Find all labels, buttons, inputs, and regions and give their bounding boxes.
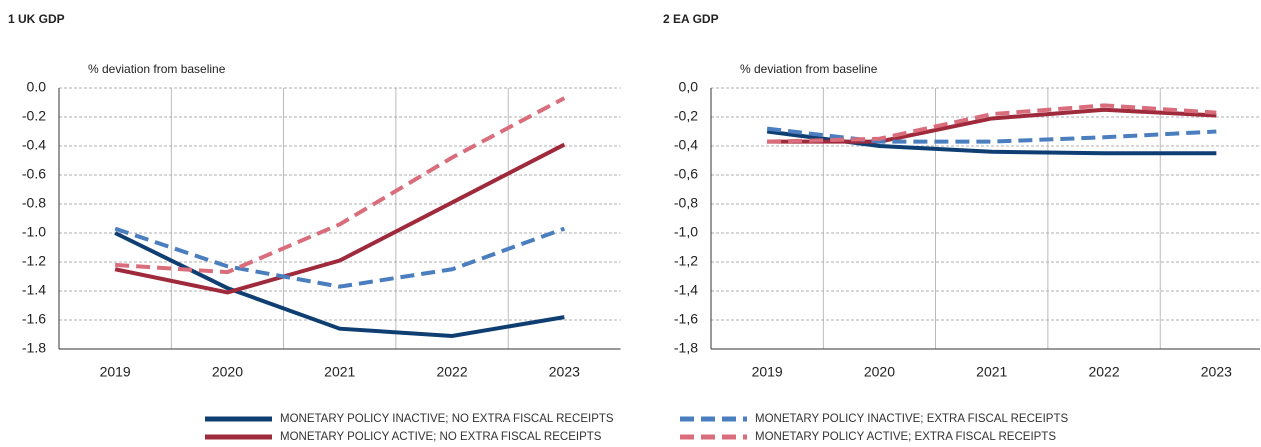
y-tick-label: -1,4 xyxy=(674,282,698,298)
legend-label: MONETARY POLICY INACTIVE; EXTRA FISCAL R… xyxy=(755,413,1068,425)
y-tick-label: -1.6 xyxy=(22,311,46,327)
axis-subtitle: % deviation from baseline xyxy=(740,62,878,76)
x-tick-label: 2019 xyxy=(100,364,131,380)
y-tick-label: -0.4 xyxy=(22,137,46,153)
series-line xyxy=(114,142,566,295)
x-tick-label: 2022 xyxy=(436,364,467,380)
y-tick-label: -0.2 xyxy=(22,108,46,124)
chart-title: 2 EA GDP xyxy=(663,12,719,26)
x-tick-label: 2020 xyxy=(212,364,243,380)
y-tick-label: -0,4 xyxy=(674,137,698,153)
y-tick-label: -1.0 xyxy=(22,224,46,240)
y-tick-label: -1.4 xyxy=(22,282,46,298)
y-tick-label: -0.8 xyxy=(22,195,46,211)
series-line xyxy=(115,96,566,275)
y-tick-label: -1.2 xyxy=(22,253,46,269)
y-tick-label: -0.6 xyxy=(22,166,46,182)
y-tick-label: 0.0 xyxy=(27,79,47,95)
y-tick-label: -1,2 xyxy=(674,253,698,269)
legend-label: MONETARY POLICY INACTIVE; NO EXTRA FISCA… xyxy=(280,413,614,425)
x-tick-label: 2019 xyxy=(752,364,783,380)
axis-subtitle: % deviation from baseline xyxy=(88,62,226,76)
y-tick-label: -0,2 xyxy=(674,108,698,124)
y-tick-label: -1.8 xyxy=(22,340,46,356)
series-line xyxy=(766,126,1217,144)
y-tick-label: -0,6 xyxy=(674,166,698,182)
y-tick-label: -1,8 xyxy=(674,340,698,356)
x-tick-label: 2021 xyxy=(976,364,1007,380)
x-tick-label: 2021 xyxy=(324,364,355,380)
series-line xyxy=(114,226,566,289)
x-tick-label: 2022 xyxy=(1088,364,1119,380)
x-tick-label: 2020 xyxy=(864,364,895,380)
x-tick-label: 2023 xyxy=(549,364,580,380)
legend-label: MONETARY POLICY ACTIVE; NO EXTRA FISCAL … xyxy=(280,431,602,443)
y-tick-label: -1,6 xyxy=(674,311,698,327)
y-tick-label: 0,0 xyxy=(679,79,699,95)
series-line xyxy=(767,103,1217,144)
x-tick-label: 2023 xyxy=(1201,364,1232,380)
legend-label: MONETARY POLICY ACTIVE; EXTRA FISCAL REC… xyxy=(755,431,1056,443)
y-tick-label: -1,0 xyxy=(674,224,698,240)
y-tick-label: -0,8 xyxy=(674,195,698,211)
chart-title: 1 UK GDP xyxy=(8,12,65,26)
